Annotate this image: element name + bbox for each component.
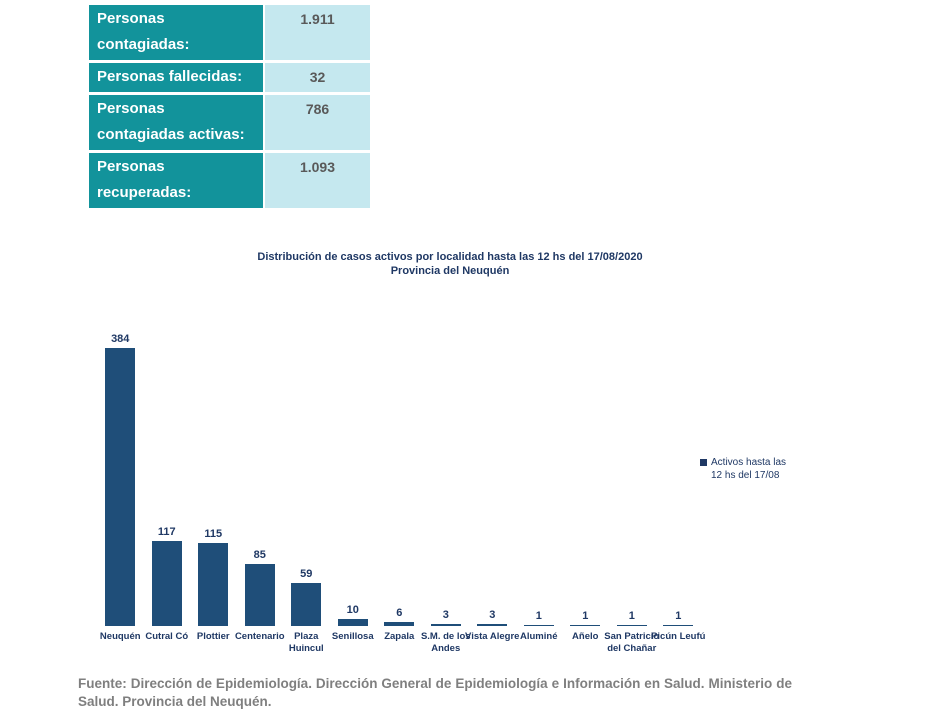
summary-table: Personas contagiadas: 1.911 Personas falle…: [89, 5, 370, 208]
bar-slot: 115 Plottier: [190, 326, 237, 642]
chart-legend: Activos hasta las 12 hs del 17/08: [700, 456, 786, 482]
bar-slot: 59 Plaza Huincul: [283, 326, 330, 653]
bar-value-label: 1: [675, 610, 682, 623]
table-row-value: 786: [265, 95, 370, 153]
bar-slot: 85 Centenario: [235, 326, 285, 642]
bar-slot: 10 Senillosa: [330, 326, 377, 642]
bar-value-label: 115: [204, 527, 223, 540]
bar: [291, 583, 322, 626]
bar-slot: 3 S.M. de los Andes: [421, 326, 471, 654]
bar-value-label: 1: [628, 610, 635, 623]
category-label: Plottier: [196, 631, 230, 642]
bar: [244, 564, 275, 626]
bar-slot: 117 Cutral Có: [144, 326, 191, 642]
bar: [430, 623, 461, 626]
table-row-label: Personas fallecidas:: [89, 63, 265, 95]
bar-slot: 1 Picún Leufú: [651, 326, 705, 642]
bar: [151, 541, 182, 626]
bar-value-label: 3: [442, 608, 449, 621]
table-row-label: Personas recuperadas:: [89, 153, 265, 208]
category-label: Plaza Huincul: [288, 631, 324, 654]
table-row-value: 1.093: [265, 153, 370, 208]
bar-value-label: 117: [157, 526, 176, 539]
legend-swatch-icon: [700, 459, 707, 466]
chart-title-line2: Provincia del Neuquén: [390, 265, 510, 277]
bar: [337, 618, 368, 626]
bar-slot: 6 Zapala: [376, 326, 423, 642]
bar-value-label: 1: [582, 610, 589, 623]
summary-table-body: Personas contagiadas: 1.911 Personas falle…: [89, 5, 370, 208]
category-label: Añelo: [572, 631, 599, 642]
chart-title-line1: Distribución de casos activos por locali…: [257, 251, 643, 263]
table-row: Personas fallecidas: 32: [89, 63, 370, 95]
table-row-label: Personas contagiadas:: [89, 5, 265, 63]
bar: [384, 621, 415, 626]
bar: [570, 625, 601, 626]
bar-value-label: 85: [253, 549, 266, 562]
bar-plot: 384 Neuquén 117 Cutral Có 115 Plottier 85 Cente…: [97, 326, 706, 654]
bar-value-label: 59: [300, 568, 313, 581]
chart-title: Distribución de casos activos por locali…: [120, 250, 780, 278]
bar-slot: 1 Aluminé: [516, 326, 563, 642]
bar-slot: 1 Añelo: [562, 326, 609, 642]
bar: [477, 623, 508, 626]
category-label: Centenario: [234, 631, 285, 642]
legend-label-line1: Activos hasta las: [711, 457, 787, 468]
source-note: Fuente: Dirección de Epidemiología. Dire…: [78, 676, 792, 709]
bar: [198, 542, 229, 626]
category-label: Aluminé: [520, 631, 558, 642]
bar-value-label: 6: [396, 606, 403, 619]
category-label: Neuquén: [99, 631, 141, 642]
bar: [523, 625, 554, 626]
table-row: Personas contagiadas: 1.911: [89, 5, 370, 63]
bar-value-label: 10: [346, 603, 359, 616]
legend-label-line2: 12 hs del 17/08: [711, 470, 780, 481]
bar: [663, 625, 694, 626]
bar: [616, 625, 647, 626]
category-label: Vista Alegre: [465, 631, 520, 642]
category-label: S.M. de los Andes: [420, 631, 471, 654]
bar: [105, 348, 136, 626]
bar-value-label: 1: [535, 610, 542, 623]
bar-value-label: 3: [489, 608, 496, 621]
table-row-value: 1.911: [265, 5, 370, 63]
legend-label: Activos hasta las 12 hs del 17/08: [711, 456, 786, 482]
category-label: Picún Leufú: [651, 631, 706, 642]
bar-value-label: 384: [111, 333, 130, 345]
bar-slot: 3 Vista Alegre: [465, 326, 519, 642]
table-row: Personas contagiadas activas: 786: [89, 95, 370, 153]
category-label: Zapala: [384, 631, 415, 642]
category-label: San Patricio del Chañar: [604, 631, 660, 654]
category-label: Senillosa: [331, 631, 374, 642]
table-row-label: Personas contagiadas activas:: [89, 95, 265, 153]
table-row-value: 32: [265, 63, 370, 95]
bar-slot: 384 Neuquén: [97, 326, 144, 642]
bar-slot: 1 San Patricio del Chañar: [604, 326, 659, 653]
category-label: Cutral Có: [145, 631, 189, 642]
table-row: Personas recuperadas: 1.093: [89, 153, 370, 208]
